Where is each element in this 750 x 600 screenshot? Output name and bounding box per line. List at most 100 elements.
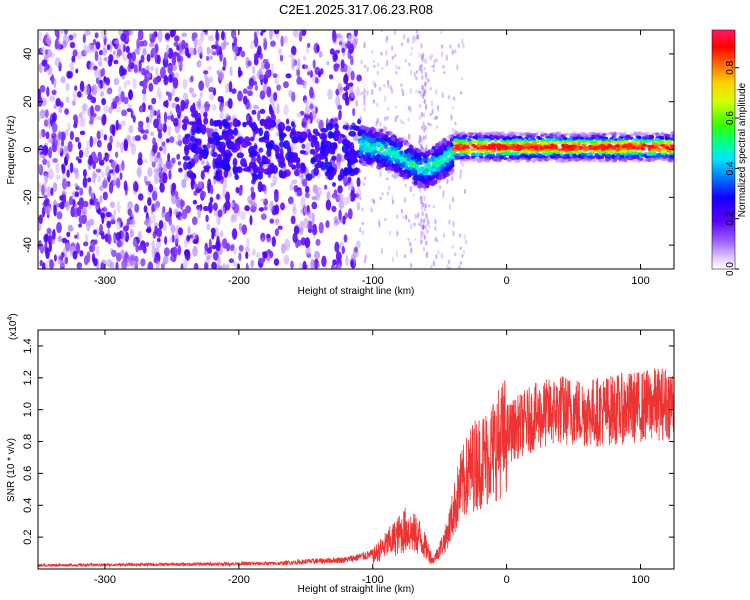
spectrogram-cell [157, 131, 163, 139]
spectrogram-cell [200, 190, 206, 199]
spectrogram-cell [311, 212, 315, 225]
spectrogram-cell [363, 99, 366, 107]
spectrogram-cell [183, 146, 190, 152]
spectrogram-cell [342, 120, 349, 127]
spectrogram-cell [597, 150, 602, 155]
spectrogram-cell [335, 95, 341, 108]
spectrogram-cell [59, 201, 65, 210]
spectrogram-cell [148, 183, 154, 193]
spectrogram-cell [325, 122, 334, 131]
spectrogram-cell [181, 118, 189, 124]
spectrogram-cell [181, 32, 188, 37]
spectrogram-cell [593, 142, 598, 147]
spectrogram-cell [47, 160, 51, 169]
spectrogram-cell [153, 118, 159, 129]
spectrogram-cell [631, 151, 636, 156]
spectrogram-cell [364, 254, 367, 259]
spectrogram-cell [251, 121, 257, 132]
snr-y-label: SNR (10 * v/v) [6, 438, 17, 502]
spectrogram-cell [559, 150, 565, 154]
x-tick-label: -200 [228, 275, 250, 287]
spectrogram-cell [544, 141, 549, 145]
spectrogram-cell [103, 205, 108, 215]
spectrogram-cell [166, 44, 170, 56]
spectrogram-cell [361, 221, 364, 226]
spectrogram-cell [293, 185, 299, 193]
spectrogram-cell [192, 246, 198, 257]
spectrogram-cell [130, 109, 134, 119]
spectrogram-cell [174, 35, 180, 42]
spectrogram-cell [271, 236, 276, 247]
spectrogram-cell [360, 59, 363, 64]
spectrogram-cell [312, 226, 318, 236]
spectrogram-cell [423, 217, 426, 223]
spectrogram-cell [115, 261, 119, 269]
spectrogram-cell [274, 191, 279, 203]
spectrogram-cell [337, 82, 342, 92]
spectrogram-cell [645, 134, 650, 138]
spectrogram-cell [120, 33, 127, 42]
spectrogram-cell [420, 230, 423, 236]
spectrogram-cell [420, 223, 423, 229]
spectrogram-cell [435, 143, 440, 148]
spectrogram-cell [452, 149, 458, 153]
spectrogram-cell [398, 66, 401, 70]
spectrogram-cell [331, 155, 337, 161]
spectrogram-cell [177, 117, 182, 129]
spectrogram-cell [206, 142, 211, 149]
spectrogram-cell [59, 259, 66, 267]
spectrogram-cell [211, 104, 217, 111]
spectrogram-cell [426, 162, 431, 167]
spectrogram-cell [543, 134, 548, 138]
spectrogram-cell [428, 204, 431, 208]
spectrogram-cell [438, 185, 442, 190]
spectrogram-cell [145, 216, 152, 229]
spectrogram-cell [399, 150, 404, 155]
spectrogram-cell [426, 158, 432, 163]
spectrogram-cell [393, 165, 399, 170]
spectrogram-cell [176, 153, 181, 160]
spectrogram-cell [211, 151, 218, 158]
spectrogram-cell [128, 56, 132, 68]
spectrogram-cell [57, 41, 62, 51]
spectrogram-cell [241, 224, 248, 235]
spectrogram-cell [414, 237, 417, 242]
spectrogram-cell [132, 238, 138, 248]
spectrogram-cell [469, 132, 474, 136]
spectrogram-cell [102, 113, 107, 125]
spectrogram-cell [251, 157, 257, 162]
colorbar: 0.0 0.2 0.4 0.6 0.8 Normalized spectral ampl… [711, 29, 748, 276]
spectrogram-cell [124, 251, 129, 260]
spectrogram-cell [421, 183, 427, 189]
spectrogram-cell [71, 100, 76, 106]
spectrogram-cell [285, 73, 292, 79]
spectrogram-cell [333, 63, 339, 72]
spectrogram-cell [235, 186, 240, 194]
spectrogram-cell [435, 125, 439, 129]
spectrogram-cell [151, 240, 156, 249]
spectrogram-cell [303, 99, 310, 105]
spectrogram-cell [205, 214, 209, 223]
spectrogram-cell [327, 145, 336, 155]
spectrogram-cell [406, 156, 412, 162]
spectrogram-cell [300, 131, 306, 138]
spectrogram-cell [265, 69, 271, 79]
spectrogram-cell [61, 190, 66, 196]
spectrogram-cell [502, 133, 507, 137]
spectrogram-cell [171, 54, 177, 66]
spectrogram-cell [211, 44, 218, 49]
spectrogram-cell [440, 51, 444, 58]
spectrogram-cell [232, 118, 239, 128]
spectrogram-cell [310, 158, 316, 165]
spectrogram-cell [291, 164, 297, 170]
spectrogram-cell [279, 54, 284, 62]
spectrogram-cell [454, 144, 459, 148]
spectrogram-cell [141, 88, 147, 95]
spectrogram-cell [149, 151, 154, 163]
spectrogram-cell [42, 158, 48, 165]
spectrogram-cell [104, 57, 110, 62]
spectrogram-cell [151, 97, 157, 105]
spectrogram-cell [434, 225, 437, 231]
spectrogram-cell [287, 196, 294, 205]
spectrogram-cell [424, 82, 427, 87]
